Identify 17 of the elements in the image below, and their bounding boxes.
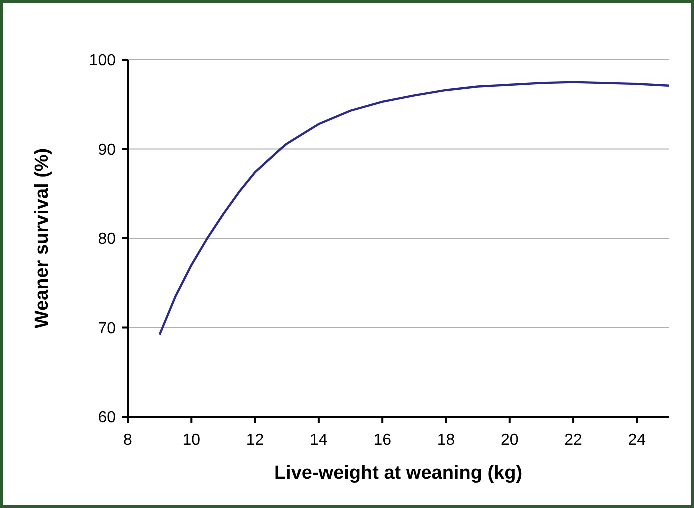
x-tick-label: 14 bbox=[310, 432, 328, 449]
x-tick-label: 10 bbox=[182, 432, 201, 449]
x-tick-label: 8 bbox=[124, 432, 133, 449]
x-tick-label: 12 bbox=[246, 432, 264, 449]
y-axis-title: Weaner survival (%) bbox=[32, 148, 53, 329]
y-tick-label: 80 bbox=[98, 231, 116, 248]
y-tick-label: 90 bbox=[98, 142, 116, 159]
x-tick-label: 20 bbox=[500, 432, 519, 449]
x-axis-title: Live-weight at weaning (kg) bbox=[274, 463, 523, 484]
y-tick-label: 60 bbox=[98, 410, 116, 427]
x-tick-label: 22 bbox=[564, 432, 583, 449]
y-tick-label: 70 bbox=[98, 320, 116, 338]
y-tick-label: 100 bbox=[89, 52, 116, 70]
x-tick-label: 16 bbox=[374, 432, 392, 449]
x-tick-label: 24 bbox=[628, 432, 646, 449]
x-tick-label: 18 bbox=[437, 432, 456, 449]
line-series bbox=[158, 81, 670, 336]
